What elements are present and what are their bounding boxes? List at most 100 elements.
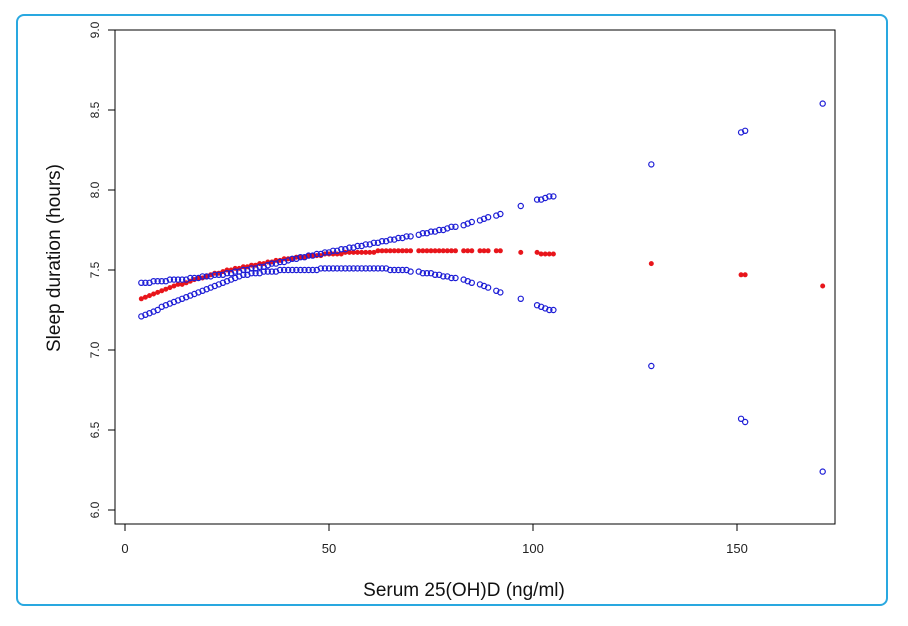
lower-ci-point (268, 268, 276, 275)
lower-ci-point (448, 274, 455, 282)
estimate-point (363, 249, 369, 255)
lower-ci-point (391, 266, 398, 274)
upper-ci-point (362, 241, 369, 248)
upper-ci-point (819, 100, 826, 107)
lower-ci-point (325, 265, 333, 272)
estimate-point (379, 248, 385, 254)
estimate-point (820, 283, 826, 289)
upper-ci-point (199, 273, 206, 280)
upper-ci-point (329, 247, 337, 254)
lower-ci-point (452, 274, 459, 282)
lower-ci-point (737, 415, 745, 422)
estimate-point (469, 248, 475, 254)
lower-ci-point (333, 265, 341, 272)
estimate-point (146, 293, 152, 299)
x-axis-label: Serum 25(OH)D (ng/ml) (363, 580, 565, 601)
upper-ci-point (231, 268, 239, 275)
y-tick-label: 7.5 (88, 261, 102, 278)
estimate-point (159, 288, 165, 294)
upper-ci-point (276, 258, 284, 266)
estimate-point (648, 261, 654, 267)
lower-ci-point (468, 279, 475, 286)
lower-ci-point (289, 266, 296, 274)
upper-ci-point (178, 276, 186, 283)
upper-ci-point (313, 250, 320, 258)
lower-ci-point (517, 295, 524, 302)
lower-ci-point (329, 265, 337, 272)
y-tick-label: 8.5 (88, 101, 102, 118)
y-tick-label: 6.5 (88, 421, 102, 438)
lower-ci-point (419, 270, 427, 277)
estimate-point (448, 248, 454, 254)
estimate-point (175, 281, 181, 287)
estimate-point (432, 248, 438, 254)
estimate-point (151, 291, 157, 297)
upper-ci-point (354, 242, 361, 250)
upper-ci-point (297, 254, 304, 261)
lower-ci-point (317, 265, 325, 272)
estimate-point (383, 248, 389, 254)
upper-ci-point (289, 255, 296, 262)
lower-ci-point (374, 265, 382, 272)
upper-ci-point (378, 237, 386, 245)
estimate-point (391, 248, 397, 254)
estimate-point (518, 249, 524, 255)
series-upper-95-ci (138, 100, 826, 286)
lower-ci-point (280, 266, 288, 274)
upper-ci-point (223, 270, 231, 277)
estimate-point (155, 289, 161, 295)
lower-ci-point (407, 268, 414, 275)
upper-ci-point (452, 223, 459, 230)
lower-ci-point (297, 266, 304, 274)
estimate-point (350, 249, 356, 255)
estimate-point (387, 248, 393, 254)
lower-ci-point (362, 265, 369, 272)
upper-ci-point (150, 278, 157, 285)
lower-ci-point (321, 265, 329, 272)
upper-ci-point (138, 279, 145, 286)
upper-ci-point (427, 228, 435, 235)
lower-ci-point (346, 265, 353, 272)
upper-ci-point (215, 271, 223, 278)
lower-ci-point (387, 266, 394, 274)
upper-ci-point (154, 278, 161, 285)
lower-ci-point (366, 265, 373, 272)
estimate-point (742, 272, 748, 278)
chart-frame (16, 14, 888, 606)
estimate-point (452, 248, 458, 254)
estimate-point (371, 249, 377, 255)
estimate-point (355, 249, 361, 255)
lower-ci-point (819, 468, 826, 475)
upper-ci-point (142, 279, 149, 286)
estimate-point (359, 249, 365, 255)
estimate-point (440, 248, 446, 254)
estimate-point (395, 248, 401, 254)
upper-ci-point (166, 276, 174, 283)
lower-ci-point (546, 306, 553, 314)
estimate-point (497, 248, 503, 254)
estimate-point (542, 251, 548, 257)
y-tick-label: 6.0 (88, 501, 102, 518)
estimate-point (538, 251, 544, 257)
lower-ci-point (550, 306, 557, 314)
upper-ci-point (484, 213, 492, 221)
lower-ci-point (399, 266, 406, 274)
estimate-point (534, 249, 540, 255)
estimate-point (550, 251, 556, 257)
y-tick-label: 8.0 (88, 181, 102, 198)
upper-ci-point (419, 229, 427, 237)
upper-ci-point (517, 202, 524, 210)
upper-ci-point (407, 233, 414, 240)
upper-ci-point (174, 276, 182, 283)
estimate-point (163, 286, 169, 292)
estimate-point (404, 248, 410, 254)
lower-ci-point (264, 268, 271, 275)
estimate-point (428, 248, 434, 254)
estimate-point (424, 248, 430, 254)
upper-ci-point (305, 252, 312, 259)
upper-ci-point (321, 249, 329, 256)
x-tick-label: 150 (726, 541, 748, 556)
lower-ci-point (484, 284, 492, 291)
lower-ci-point (240, 271, 247, 278)
upper-ci-point (403, 233, 410, 240)
